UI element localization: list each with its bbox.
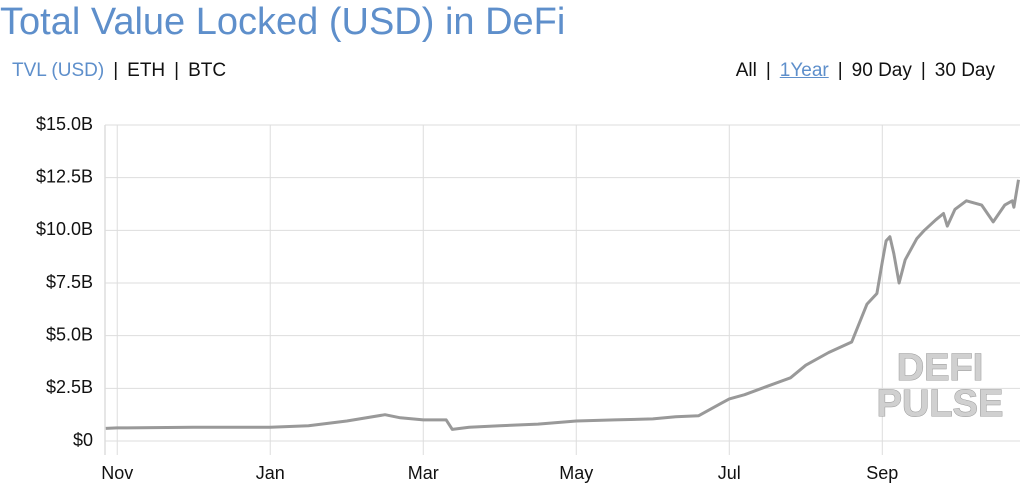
tab[interactable]: All — [735, 60, 757, 81]
watermark: DEFI — [897, 347, 984, 389]
tabs: TVL (USD) | ETH | BTC — [12, 60, 226, 82]
separator: | — [113, 60, 119, 81]
tab[interactable]: TVL (USD) — [12, 60, 105, 81]
tab[interactable]: BTC — [188, 60, 227, 81]
separator: | — [920, 60, 926, 81]
y-tick-label: $10.0B — [36, 219, 93, 239]
tab[interactable]: 1Year — [779, 60, 829, 81]
x-tick-label: Sep — [866, 463, 898, 483]
x-tick-label: Nov — [101, 463, 133, 483]
y-tick-label: $0 — [73, 430, 93, 450]
x-tick-label: May — [559, 463, 593, 483]
x-tick-label: Jul — [718, 463, 741, 483]
watermark: PULSE — [877, 383, 1004, 425]
line — [105, 179, 1020, 431]
x-tick-label: Jan — [256, 463, 285, 483]
y-tick-label: $5.0B — [46, 324, 93, 344]
separator: | — [765, 60, 771, 81]
tab[interactable]: 90 Day — [851, 60, 912, 81]
x-tick-label: Mar — [408, 463, 439, 483]
y-tick-label: $7.5B — [46, 272, 93, 292]
tab[interactable]: ETH — [127, 60, 166, 81]
separator: | — [174, 60, 180, 81]
separator: | — [837, 60, 843, 81]
y-tick-label: $15.0B — [36, 114, 93, 134]
tabs: All | 1Year | 90 Day | 30 Day — [736, 60, 995, 82]
y-tick-label: $2.5B — [46, 377, 93, 397]
tab[interactable]: 30 Day — [934, 60, 995, 81]
y-tick-label: $12.5B — [36, 166, 93, 186]
chart-title: Total Value Locked (USD) in DeFi — [0, 1, 566, 43]
